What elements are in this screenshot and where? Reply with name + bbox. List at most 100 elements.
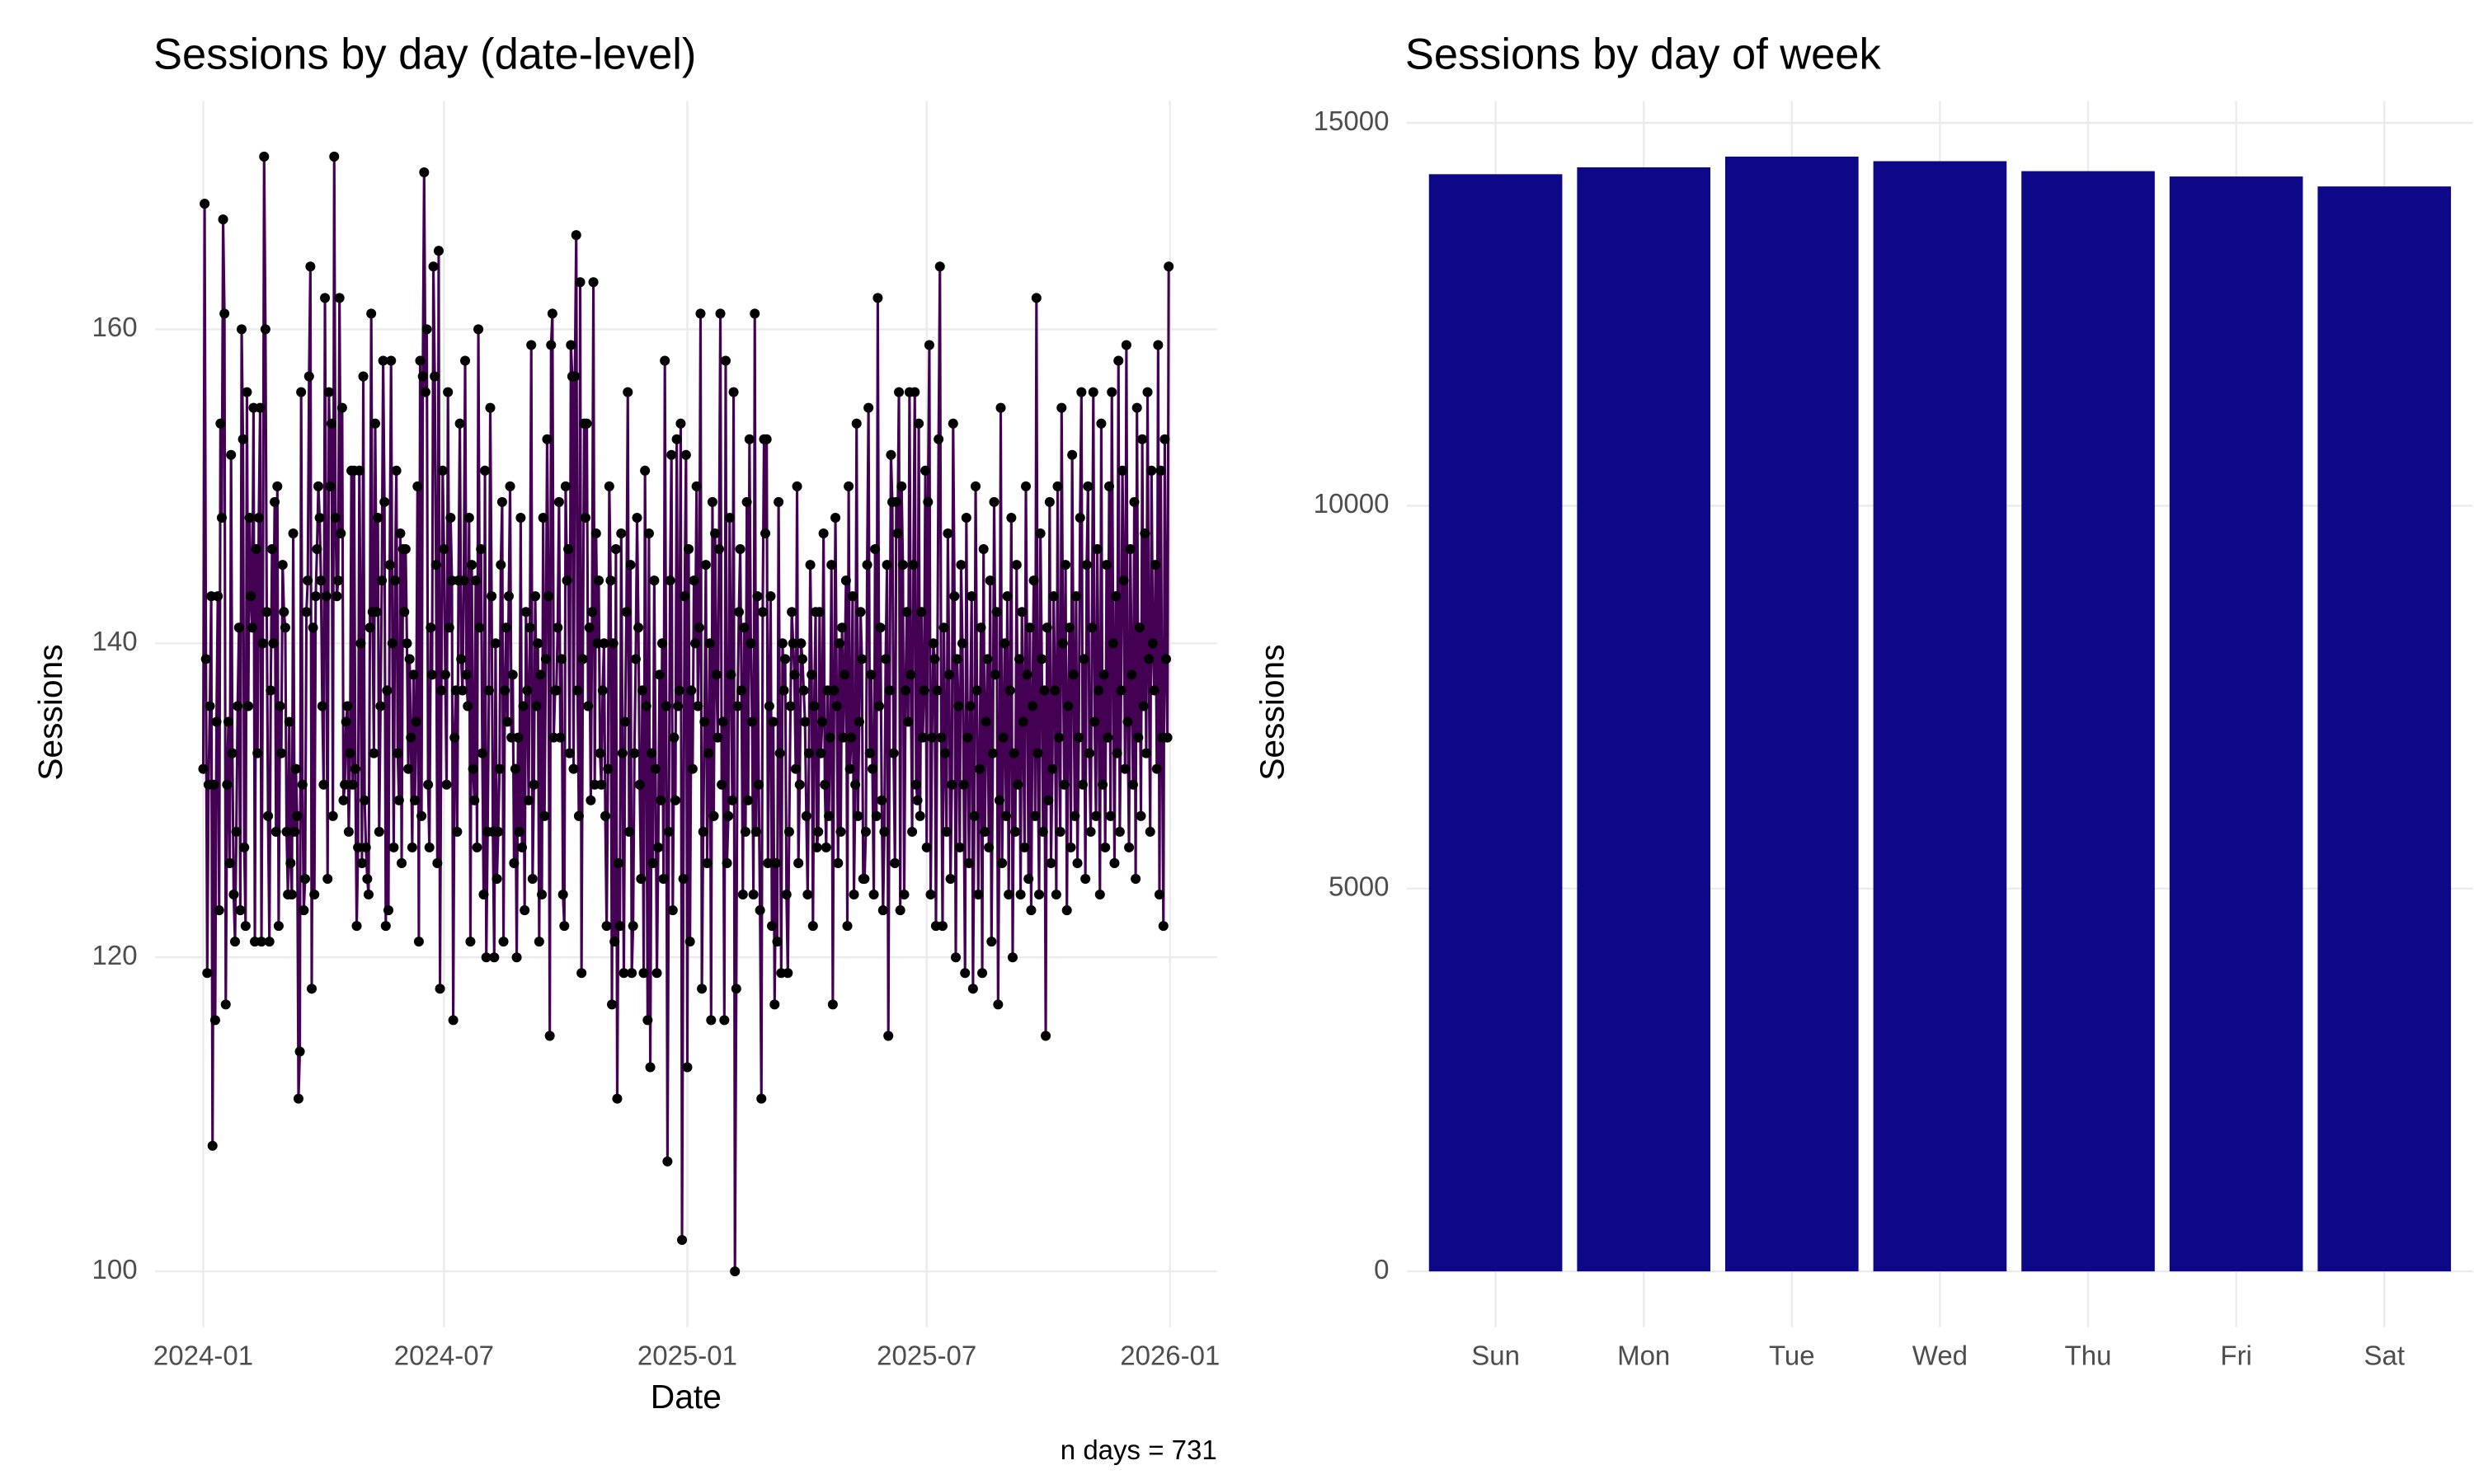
data-point — [270, 496, 280, 507]
data-point — [336, 528, 346, 539]
data-point — [1077, 779, 1088, 790]
data-point — [728, 387, 739, 397]
data-point — [384, 560, 395, 571]
data-point — [656, 638, 667, 649]
data-point — [1014, 654, 1024, 665]
data-point — [627, 968, 637, 979]
data-point — [473, 324, 484, 335]
data-point — [343, 826, 354, 837]
data-point — [851, 418, 862, 429]
data-point — [1131, 402, 1142, 413]
data-point — [580, 512, 590, 523]
data-point — [903, 716, 914, 727]
data-point — [643, 528, 654, 539]
data-point — [1020, 481, 1032, 491]
data-point — [257, 638, 268, 649]
data-point — [817, 716, 828, 727]
data-point — [1124, 842, 1135, 852]
data-point — [526, 340, 537, 350]
data-point — [363, 890, 374, 900]
data-point — [584, 622, 595, 633]
data-point — [675, 418, 686, 429]
data-point — [873, 701, 885, 711]
data-point — [266, 685, 276, 696]
x-tick-label: Wed — [1912, 1340, 1968, 1370]
data-point — [399, 607, 410, 618]
data-point — [654, 669, 665, 680]
data-point — [1022, 669, 1032, 680]
data-point — [476, 544, 487, 555]
data-point — [1028, 575, 1039, 586]
data-point — [571, 230, 581, 241]
data-point — [286, 890, 297, 900]
y-axis-title: Sessions — [1253, 644, 1291, 780]
data-point — [523, 795, 534, 805]
data-point — [777, 638, 788, 649]
data-point — [936, 732, 947, 743]
data-point — [780, 654, 791, 665]
data-point — [723, 810, 734, 821]
data-point — [847, 591, 858, 602]
data-point — [621, 607, 632, 618]
data-point — [514, 826, 524, 837]
data-point — [209, 1015, 220, 1026]
data-point — [379, 496, 390, 507]
y-tick-label: 10000 — [1314, 488, 1390, 519]
data-point — [967, 591, 977, 602]
data-point — [794, 779, 805, 790]
data-point — [500, 685, 510, 696]
data-point — [838, 732, 849, 743]
data-point — [441, 779, 452, 790]
data-point — [551, 685, 562, 696]
data-point — [358, 371, 369, 382]
y-tick-label: 15000 — [1314, 106, 1390, 136]
data-point — [921, 842, 932, 852]
data-point — [967, 984, 978, 994]
data-point — [1039, 685, 1050, 696]
data-point — [715, 308, 726, 319]
data-point — [990, 669, 1001, 680]
data-point — [355, 638, 366, 649]
data-point — [588, 277, 599, 288]
x-tick-label: Mon — [1617, 1340, 1670, 1370]
data-point — [1088, 387, 1098, 397]
data-point — [1031, 293, 1042, 303]
data-point — [770, 857, 781, 868]
data-point — [1018, 716, 1028, 727]
data-point — [984, 842, 995, 852]
data-point — [601, 921, 612, 932]
data-point — [603, 763, 614, 774]
data-point — [553, 496, 564, 507]
data-point — [691, 481, 702, 491]
data-point — [417, 371, 428, 382]
data-point — [803, 748, 815, 758]
data-point — [673, 701, 684, 711]
data-point — [236, 324, 247, 335]
data-point — [428, 261, 439, 272]
data-point — [809, 701, 820, 711]
data-point — [297, 779, 308, 790]
data-point — [570, 371, 581, 382]
data-point — [1068, 669, 1079, 680]
data-point — [303, 575, 313, 586]
data-point — [1054, 732, 1065, 743]
data-point — [739, 622, 750, 633]
data-point — [345, 748, 355, 758]
data-point — [844, 481, 854, 491]
data-point — [1160, 654, 1172, 665]
data-point — [1019, 842, 1030, 852]
data-point — [871, 810, 882, 821]
data-point — [1153, 340, 1164, 350]
data-point — [840, 575, 851, 586]
data-point — [1087, 622, 1098, 633]
data-point — [1158, 921, 1169, 932]
data-point — [896, 481, 907, 491]
data-point — [218, 214, 228, 225]
y-tick-label: 140 — [92, 626, 138, 656]
data-point — [260, 324, 270, 335]
data-point — [252, 748, 263, 758]
data-point — [470, 575, 481, 586]
data-point — [559, 921, 570, 932]
data-point — [327, 810, 338, 821]
data-point — [268, 638, 279, 649]
